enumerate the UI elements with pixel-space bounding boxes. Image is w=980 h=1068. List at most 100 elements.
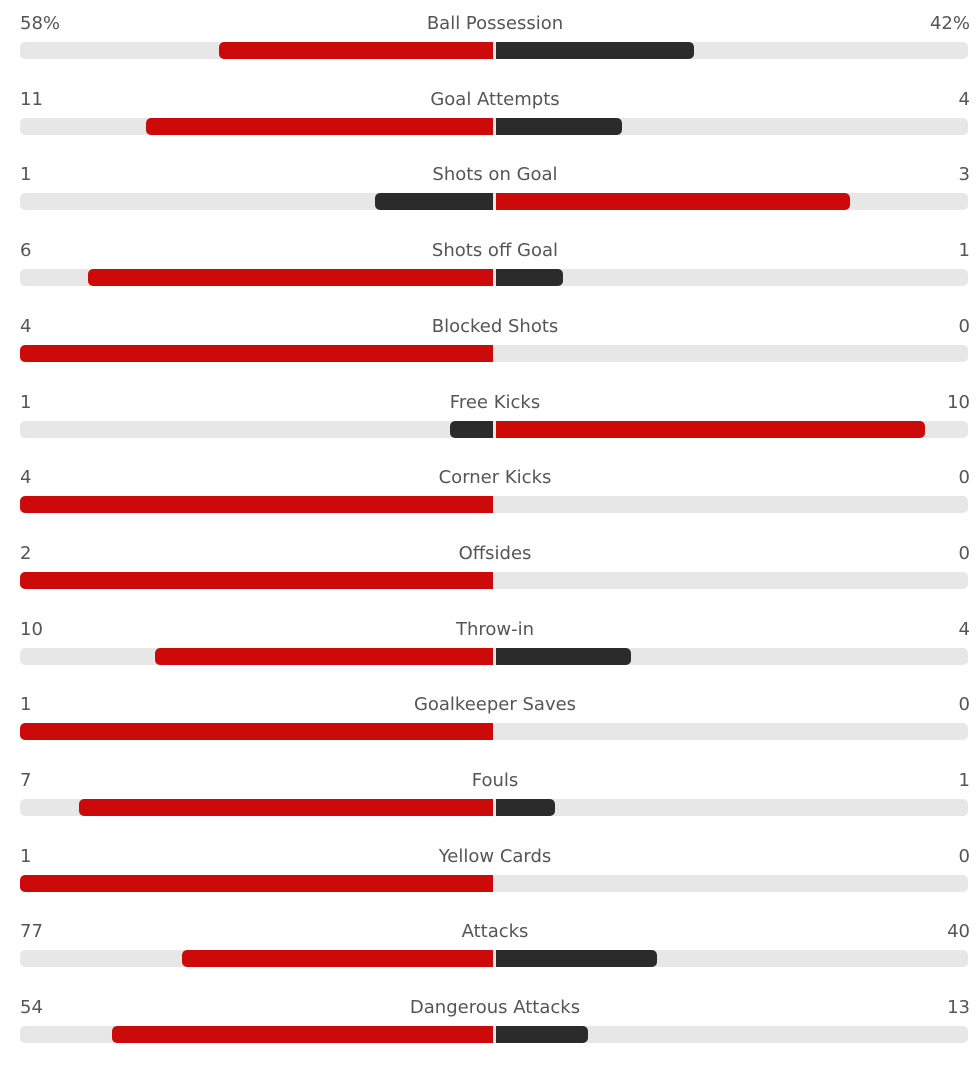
- stat-bar-track: [20, 647, 968, 665]
- stat-name: Corner Kicks: [438, 467, 552, 489]
- home-bar: [155, 647, 493, 665]
- stat-bar-track: [20, 420, 968, 438]
- away-bar: [496, 193, 850, 211]
- away-value: 0: [958, 694, 970, 716]
- stat-label-line: Fouls 7 1: [20, 767, 970, 795]
- home-bar: [20, 344, 493, 362]
- home-value: 4: [20, 467, 32, 489]
- stat-bar-track: [20, 117, 968, 135]
- away-bar: [496, 117, 622, 135]
- stat-label-line: Ball Possession 58% 42%: [20, 10, 970, 38]
- stat-row: Goal Attempts 11 4: [0, 78, 980, 138]
- home-value: 10: [20, 618, 43, 640]
- away-value: 0: [958, 467, 970, 489]
- stat-label-line: Shots off Goal 6 1: [20, 237, 970, 265]
- home-value: 1: [20, 694, 32, 716]
- stat-name: Offsides: [458, 542, 532, 564]
- stat-row: Fouls 7 1: [0, 759, 980, 819]
- away-value: 4: [958, 88, 970, 110]
- stat-row: Attacks 77 40: [0, 910, 980, 970]
- away-value: 1: [958, 770, 970, 791]
- stat-row: Goalkeeper Saves 1 0: [0, 683, 980, 743]
- away-value: 10: [947, 391, 970, 413]
- stat-label-line: Yellow Cards 1 0: [20, 843, 970, 871]
- stat-name: Blocked Shots: [431, 315, 559, 337]
- stat-label-line: Dangerous Attacks 54 13: [20, 994, 970, 1022]
- away-value: 0: [958, 315, 970, 337]
- stat-name: Free Kicks: [449, 391, 541, 413]
- stat-name: Shots off Goal: [431, 240, 559, 262]
- home-bar: [182, 950, 493, 968]
- stat-bar-track: [20, 344, 968, 362]
- stat-label-line: Corner Kicks 4 0: [20, 464, 970, 492]
- stat-label-line: Throw-in 10 4: [20, 616, 970, 644]
- stat-name: Throw-in: [455, 618, 535, 640]
- home-value: 54: [20, 997, 43, 1019]
- home-value: 58%: [20, 13, 61, 34]
- away-value: 4: [958, 618, 970, 640]
- stat-row: Shots on Goal 1 3: [0, 153, 980, 213]
- home-bar: [79, 799, 493, 816]
- stat-label-line: Goalkeeper Saves 1 0: [20, 691, 970, 719]
- home-value: 11: [20, 88, 43, 110]
- stat-row: Corner Kicks 4 0: [0, 456, 980, 516]
- stat-label-line: Free Kicks 1 10: [20, 389, 970, 417]
- home-value: 2: [20, 542, 32, 564]
- home-bar: [20, 571, 493, 589]
- away-bar: [496, 647, 631, 665]
- away-value: 1: [958, 240, 970, 262]
- home-value: 7: [20, 770, 32, 791]
- away-bar: [496, 420, 925, 438]
- away-value: 13: [947, 997, 970, 1019]
- stat-label-line: Shots on Goal 1 3: [20, 161, 970, 189]
- stat-name: Attacks: [461, 921, 529, 943]
- stat-bar-track: [20, 723, 968, 741]
- away-bar: [496, 950, 657, 968]
- home-bar: [450, 420, 493, 438]
- stat-row: Dangerous Attacks 54 13: [0, 986, 980, 1046]
- stat-bar-track: [20, 874, 968, 892]
- home-value: 1: [20, 391, 32, 413]
- home-value: 1: [20, 845, 32, 867]
- stat-row: Shots off Goal 6 1: [0, 229, 980, 289]
- home-bar: [20, 496, 493, 514]
- stat-name: Shots on Goal: [432, 164, 558, 186]
- home-value: 1: [20, 164, 32, 186]
- stat-bar-track: [20, 269, 968, 287]
- home-value: 77: [20, 921, 43, 943]
- stat-row: Throw-in 10 4: [0, 608, 980, 668]
- away-value: 40: [947, 921, 970, 943]
- home-value: 4: [20, 315, 32, 337]
- stat-label-line: Blocked Shots 4 0: [20, 313, 970, 341]
- stat-row: Ball Possession 58% 42%: [0, 2, 980, 62]
- home-bar: [112, 1026, 493, 1044]
- away-value: 0: [958, 845, 970, 867]
- home-bar: [88, 269, 493, 287]
- stat-row: Offsides 2 0: [0, 532, 980, 592]
- stat-bar-track: [20, 496, 968, 514]
- stat-name: Fouls: [471, 770, 519, 791]
- stat-name: Dangerous Attacks: [409, 997, 581, 1019]
- stat-row: Blocked Shots 4 0: [0, 305, 980, 365]
- away-bar: [496, 799, 555, 816]
- away-bar: [496, 1026, 588, 1044]
- stat-name: Goalkeeper Saves: [413, 694, 577, 716]
- stat-row: Free Kicks 1 10: [0, 381, 980, 441]
- stat-label-line: Goal Attempts 11 4: [20, 86, 970, 114]
- away-value: 0: [958, 542, 970, 564]
- stat-bar-track: [20, 42, 968, 59]
- stat-name: Goal Attempts: [430, 88, 560, 110]
- stat-label-line: Offsides 2 0: [20, 540, 970, 568]
- stat-bar-track: [20, 1026, 968, 1044]
- home-bar: [20, 874, 493, 892]
- home-bar: [146, 117, 493, 135]
- home-value: 6: [20, 240, 32, 262]
- home-bar: [219, 42, 493, 59]
- stat-name: Ball Possession: [426, 13, 564, 34]
- home-bar: [20, 723, 493, 741]
- away-bar: [496, 269, 563, 287]
- stat-bar-track: [20, 799, 968, 816]
- home-bar: [375, 193, 493, 211]
- away-value: 3: [958, 164, 970, 186]
